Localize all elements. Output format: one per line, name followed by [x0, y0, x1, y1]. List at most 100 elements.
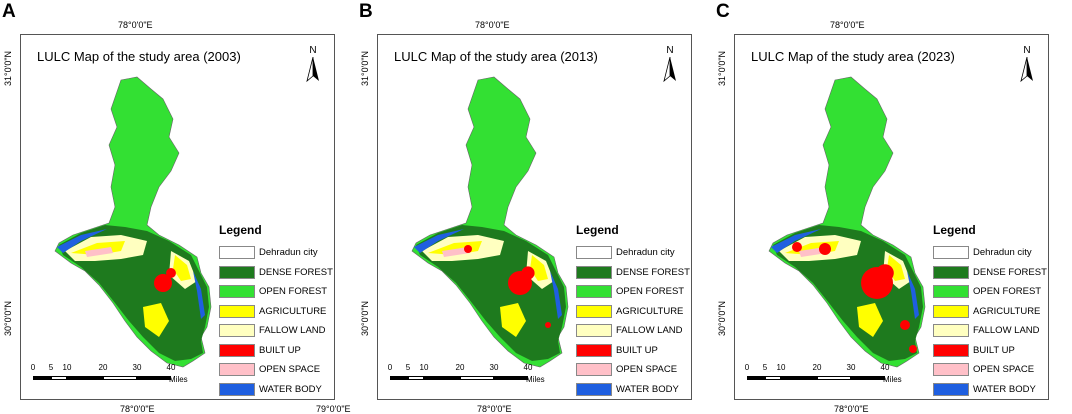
legend-item: OPEN FOREST [576, 282, 694, 302]
legend-label: FALLOW LAND [259, 325, 326, 337]
map-frame: LULC Map of the study area (2023) N Lege… [734, 34, 1049, 400]
legend-label: OPEN FOREST [259, 286, 328, 298]
legend-swatch [219, 285, 255, 299]
legend: Legend Dehradun city DENSE FOREST OPEN F… [576, 223, 694, 399]
agriculture-zone [500, 303, 526, 337]
scale-units: Miles [883, 375, 902, 384]
scale-segment [851, 376, 885, 380]
built-up-zone [464, 245, 472, 253]
legend-label: OPEN SPACE [973, 364, 1035, 376]
legend-item: AGRICULTURE [219, 302, 337, 322]
legend-swatch [933, 343, 969, 357]
latitude-label-bottom: 30°0'0"N [360, 300, 370, 336]
north-label: N [309, 45, 317, 56]
scale-segment [390, 376, 408, 380]
legend-swatch [576, 304, 612, 318]
scale-segment [33, 376, 51, 380]
legend-swatch [219, 382, 255, 396]
scale-tick-label: 0 [744, 363, 750, 372]
legend-item: Dehradun city [933, 243, 1051, 263]
agriculture-zone [173, 255, 191, 281]
legend-item: OPEN SPACE [933, 360, 1051, 380]
water-body [414, 229, 464, 253]
built-up-zone [154, 274, 172, 292]
legend-swatch [576, 265, 612, 279]
legend-item: WATER BODY [219, 380, 337, 400]
legend-label: OPEN SPACE [616, 364, 678, 376]
water-body [550, 271, 562, 319]
north-arrow: N [305, 45, 321, 83]
longitude-label-bottom: 78°0'0"E [477, 404, 512, 414]
latitude-label-top: 31°0'0"N [717, 50, 727, 86]
longitude-label-top: 78°0'0"E [118, 20, 153, 30]
legend-label: OPEN FOREST [616, 286, 685, 298]
legend-swatch [576, 343, 612, 357]
legend-item: DENSE FOREST [219, 263, 337, 283]
legend-label: OPEN FOREST [973, 286, 1042, 298]
legend-swatch [219, 265, 255, 279]
scale-segment [408, 376, 424, 380]
legend-item: FALLOW LAND [933, 321, 1051, 341]
scale-tick-label: 10 [62, 363, 72, 372]
scale-tick-label: 10 [776, 363, 786, 372]
scale-tick-label: 0 [30, 363, 36, 372]
north-arrow-icon [306, 57, 319, 83]
north-label: N [1023, 45, 1031, 56]
scale-units: Miles [169, 375, 188, 384]
legend-label: BUILT UP [973, 344, 1015, 356]
scale-tick-label: 40 [880, 363, 890, 372]
scale-tick-label: 30 [132, 363, 142, 372]
legend-item: AGRICULTURE [576, 302, 694, 322]
built-up-zone [545, 322, 551, 328]
agriculture-zone [857, 303, 883, 337]
map-frame: LULC Map of the study area (2013) N Lege… [377, 34, 692, 400]
scale-tick-label: 5 [762, 363, 768, 372]
map-title: LULC Map of the study area (2013) [394, 49, 598, 64]
north-arrow: N [662, 45, 678, 83]
legend-item: BUILT UP [576, 341, 694, 361]
scale-segment [67, 376, 103, 380]
legend-item: OPEN FOREST [933, 282, 1051, 302]
north-arrow-icon [1020, 57, 1033, 83]
scale-units: Miles [526, 375, 545, 384]
latitude-label-bottom: 30°0'0"N [717, 300, 727, 336]
map-panel: A 78°0'0"E 78°0'0"E 79°0'0"E 31°0'0"N 30… [0, 0, 357, 414]
legend-item: Dehradun city [219, 243, 337, 263]
legend-label: Dehradun city [973, 247, 1032, 259]
legend-label: BUILT UP [259, 344, 301, 356]
scale-segment [103, 376, 137, 380]
built-up-zone [792, 242, 802, 252]
north-arrow-icon [663, 57, 676, 83]
longitude-label-top: 78°0'0"E [475, 20, 510, 30]
scale-segment [424, 376, 460, 380]
scale-segment [137, 376, 171, 380]
north-arrow: N [1019, 45, 1035, 83]
legend-label: AGRICULTURE [616, 305, 684, 317]
map-panel: B 78°0'0"E 78°0'0"E 31°0'0"N 30°0'0"N LU… [357, 0, 714, 414]
map-panel: C 78°0'0"E 78°0'0"E 31°0'0"N 30°0'0"N LU… [714, 0, 1071, 414]
legend-item: DENSE FOREST [933, 263, 1051, 283]
longitude-label-bottom: 78°0'0"E [834, 404, 869, 414]
legend-title: Legend [933, 223, 976, 237]
scale-tick-label: 30 [846, 363, 856, 372]
scale-segment [817, 376, 851, 380]
legend-swatch [576, 382, 612, 396]
legend-swatch [933, 265, 969, 279]
longitude-label-bottom-right: 79°0'0"E [316, 404, 351, 414]
legend-label: FALLOW LAND [616, 325, 683, 337]
legend-swatch [576, 285, 612, 299]
scale-tick-label: 5 [405, 363, 411, 372]
legend-swatch [933, 285, 969, 299]
legend-swatch [933, 382, 969, 396]
built-up-zone [521, 266, 535, 280]
legend-item: WATER BODY [933, 380, 1051, 400]
water-body [57, 229, 107, 253]
scale-bar: 0 5 10 20 30 40 Miles [743, 363, 911, 391]
legend: Legend Dehradun city DENSE FOREST OPEN F… [219, 223, 337, 399]
legend-swatch [219, 324, 255, 338]
built-up-zone [900, 320, 910, 330]
scale-tick-label: 0 [387, 363, 393, 372]
panel-letter: A [2, 1, 16, 22]
panel-letter: C [716, 1, 730, 22]
legend-title: Legend [576, 223, 619, 237]
